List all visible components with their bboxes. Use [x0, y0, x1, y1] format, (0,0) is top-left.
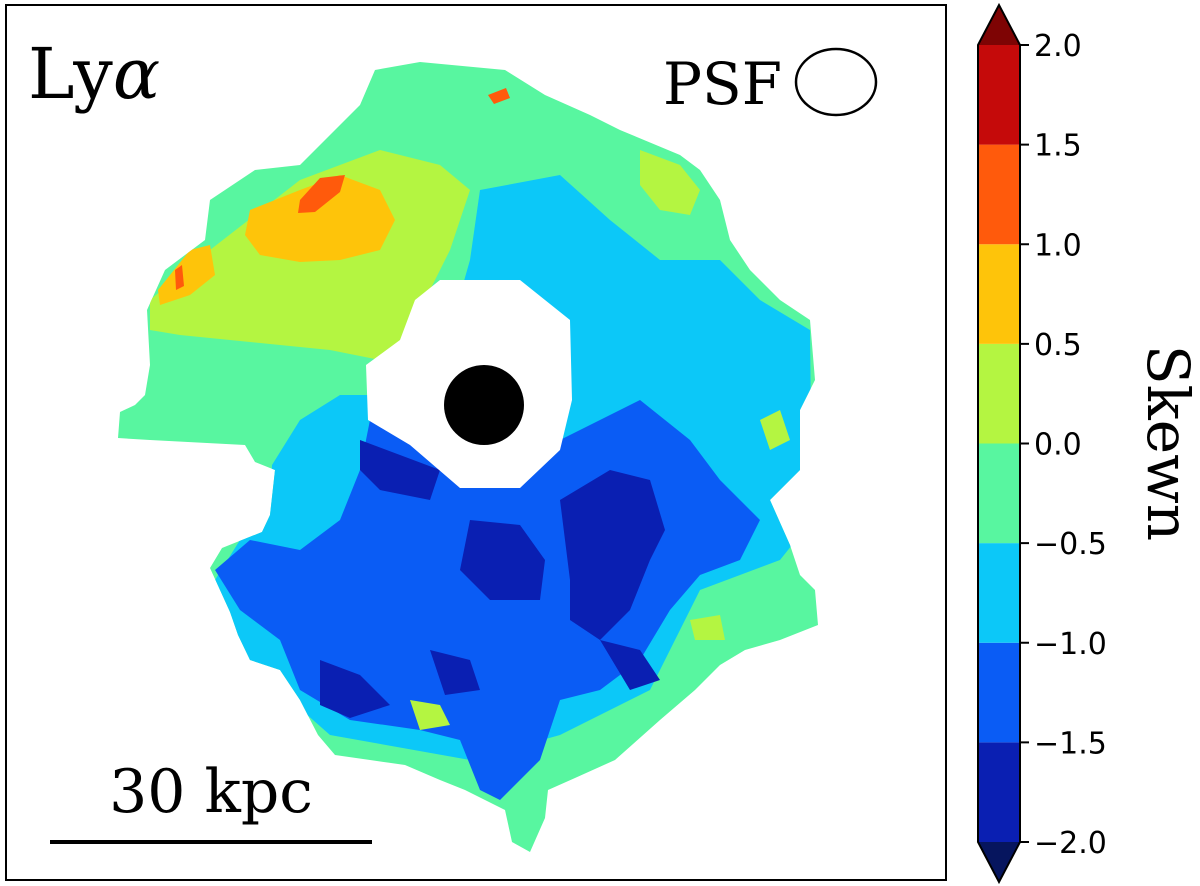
region-skew-0.0-0.5 [150, 150, 790, 730]
colorbar-band [978, 543, 1020, 643]
colorbar-tick-label: 0.5 [1034, 328, 1082, 363]
colorbar-band [978, 244, 1020, 344]
colorbar: −2.0 −1.5 −1.0 −0.5 0.0 0.5 1.0 1.5 2.0 [977, 2, 1107, 885]
colorbar-tick-label: −0.5 [1034, 527, 1107, 562]
region-skew-neg2.0-neg1.5 [320, 440, 665, 718]
colorbar-tick-label: 1.0 [1034, 228, 1082, 263]
psf-label: PSF [663, 50, 782, 118]
colorbar-band [978, 642, 1020, 743]
colorbar-tick-label: −2.0 [1034, 826, 1107, 861]
colorbar-label: Skewn [1134, 345, 1200, 541]
colorbar-tick-label: 2.0 [1034, 29, 1082, 64]
colorbar-band [978, 45, 1020, 145]
scale-bar-label: 30 kpc [109, 757, 313, 827]
psf-ellipse [794, 47, 878, 117]
colorbar-extend-min [978, 842, 1020, 882]
colorbar-band [978, 742, 1020, 842]
region-skew-0.5-1.0 [158, 175, 395, 305]
panel-title: Lyα [28, 33, 160, 115]
colorbar-band [978, 144, 1020, 245]
central-source-marker [444, 365, 524, 445]
colorbar-extend-max [978, 5, 1020, 45]
colorbar-band [978, 343, 1020, 444]
colorbar-band [978, 443, 1020, 544]
colorbar-tick-label: 0.0 [1034, 428, 1082, 463]
colorbar-tick-label: −1.0 [1034, 627, 1107, 662]
colorbar-tick-label: −1.5 [1034, 726, 1107, 761]
colorbar-tick-label: 1.5 [1034, 129, 1082, 164]
